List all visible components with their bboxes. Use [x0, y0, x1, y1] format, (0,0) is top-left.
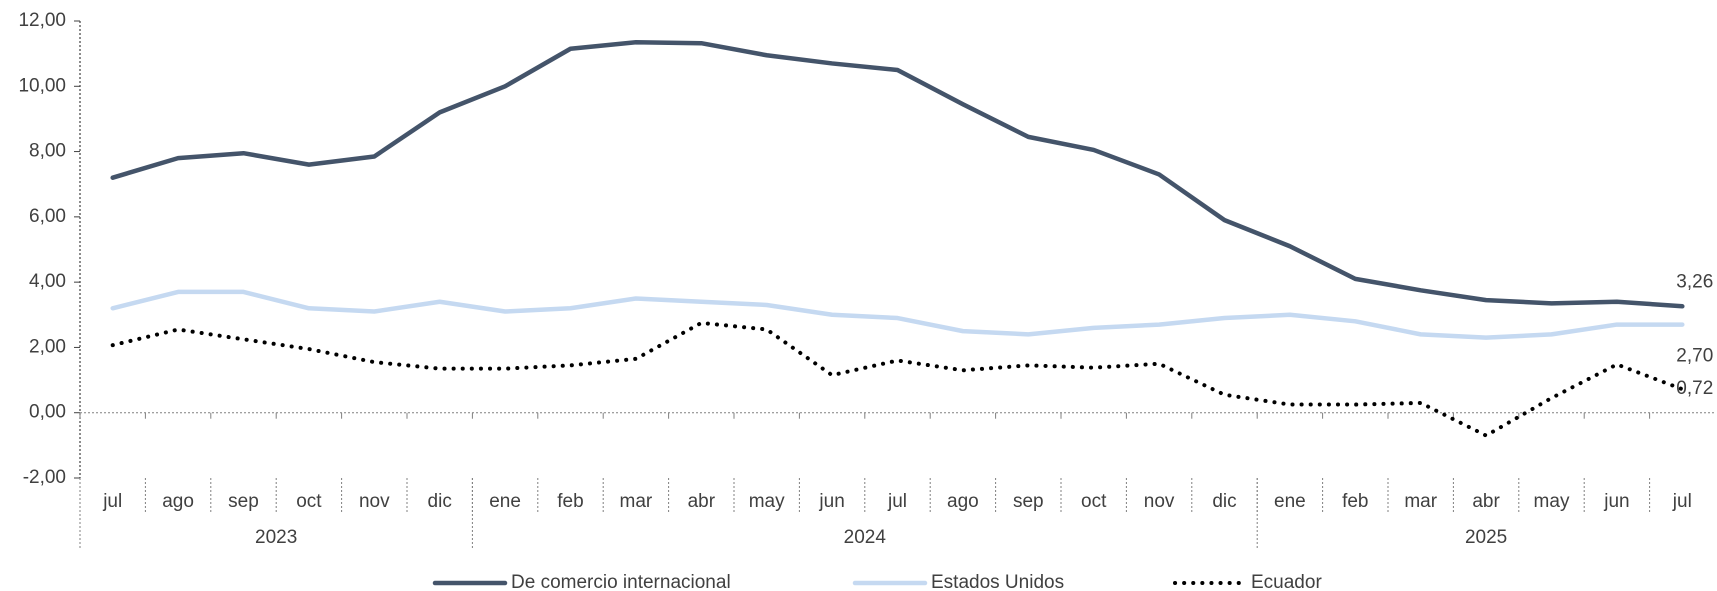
y-tick-label: 4,00: [29, 271, 66, 292]
y-tick-label: 8,00: [29, 141, 66, 162]
series-line: [110, 39, 1685, 309]
data-label: 3,26: [1676, 271, 1713, 292]
x-tick-label: jun: [1603, 491, 1629, 512]
x-tick-label: ago: [162, 491, 194, 512]
y-tick-label: 12,00: [18, 10, 66, 31]
x-tick-label: feb: [1342, 491, 1368, 512]
x-tick-label: mar: [620, 491, 653, 512]
y-tick-label: 10,00: [18, 75, 66, 96]
y-tick-label: 0,00: [29, 402, 66, 423]
legend-label: Estados Unidos: [931, 572, 1064, 591]
x-tick-label: oct: [296, 491, 322, 512]
x-tick-label: dic: [428, 491, 452, 512]
x-tick-label: nov: [1144, 491, 1175, 512]
data-label: 0,72: [1676, 378, 1713, 399]
x-tick-label: sep: [228, 491, 259, 512]
x-tick-label: nov: [359, 491, 390, 512]
x-tick-label: mar: [1404, 491, 1437, 512]
x-tick-label: jul: [102, 491, 122, 512]
x-tick-label: ago: [947, 491, 979, 512]
y-tick-label: 2,00: [29, 336, 66, 357]
x-tick-label: ene: [1274, 491, 1306, 512]
x-tick-label: oct: [1081, 491, 1107, 512]
x-tick-label: jun: [818, 491, 844, 512]
x-tick-label: abr: [688, 491, 716, 512]
x-group-label: 2025: [1465, 527, 1507, 548]
x-group-label: 2024: [844, 527, 887, 548]
legend-label: Ecuador: [1251, 572, 1322, 591]
x-tick-label: dic: [1212, 491, 1236, 512]
x-tick-label: feb: [557, 491, 583, 512]
x-tick-label: abr: [1472, 491, 1500, 512]
series-line: [110, 289, 1685, 340]
x-tick-label: sep: [1013, 491, 1044, 512]
legend-label: De comercio internacional: [511, 572, 731, 591]
data-label: 2,70: [1676, 346, 1713, 367]
x-tick-label: ene: [489, 491, 521, 512]
series-line: [110, 320, 1685, 438]
y-tick-label: -2,00: [23, 467, 66, 488]
x-group-label: 2023: [255, 527, 297, 548]
x-tick-label: jul: [1672, 491, 1692, 512]
x-tick-label: jul: [887, 491, 907, 512]
x-tick-label: may: [1534, 491, 1570, 512]
y-tick-label: 6,00: [29, 206, 66, 227]
x-tick-label: may: [749, 491, 785, 512]
